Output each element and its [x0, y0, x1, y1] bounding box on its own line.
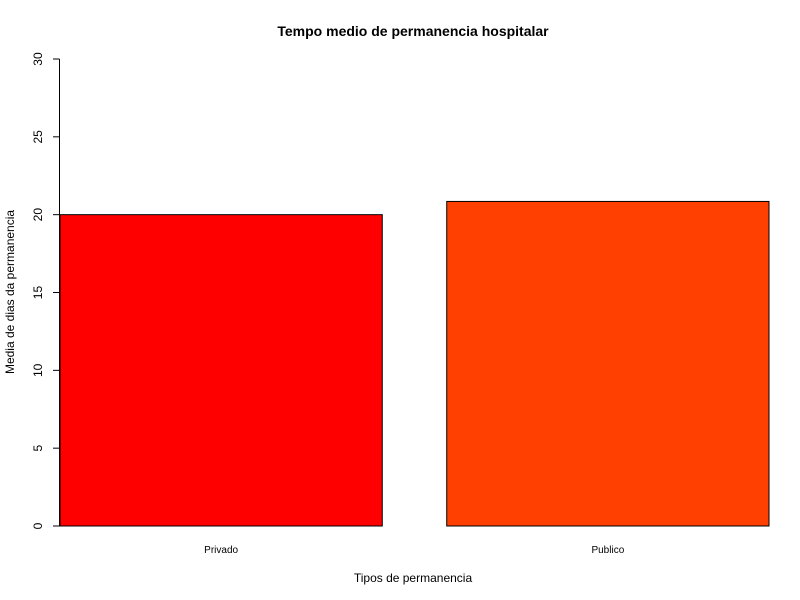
x-tick-label: Publico: [591, 545, 624, 556]
bar-privado: [59, 214, 383, 527]
y-tick-label: 15: [31, 286, 45, 300]
x-axis-title: Tipos de permanencia: [354, 571, 473, 585]
chart-title: Tempo medio de permanencia hospitalar: [277, 23, 549, 39]
bar-publico: [446, 200, 770, 527]
y-axis-title: Media de dias da permanencia: [3, 210, 17, 374]
y-tick-label: 0: [31, 522, 45, 529]
y-tick-label: 30: [31, 52, 45, 66]
y-tick-label: 25: [31, 130, 45, 144]
y-tick-label: 10: [31, 363, 45, 377]
y-axis: 0 5 10 15 20 25 30: [31, 52, 60, 529]
y-tick-label: 20: [31, 208, 45, 222]
x-axis-labels: Privado Publico: [204, 545, 625, 556]
bars: [59, 200, 770, 527]
y-tick-label: 5: [31, 445, 45, 452]
x-tick-label: Privado: [204, 545, 238, 556]
